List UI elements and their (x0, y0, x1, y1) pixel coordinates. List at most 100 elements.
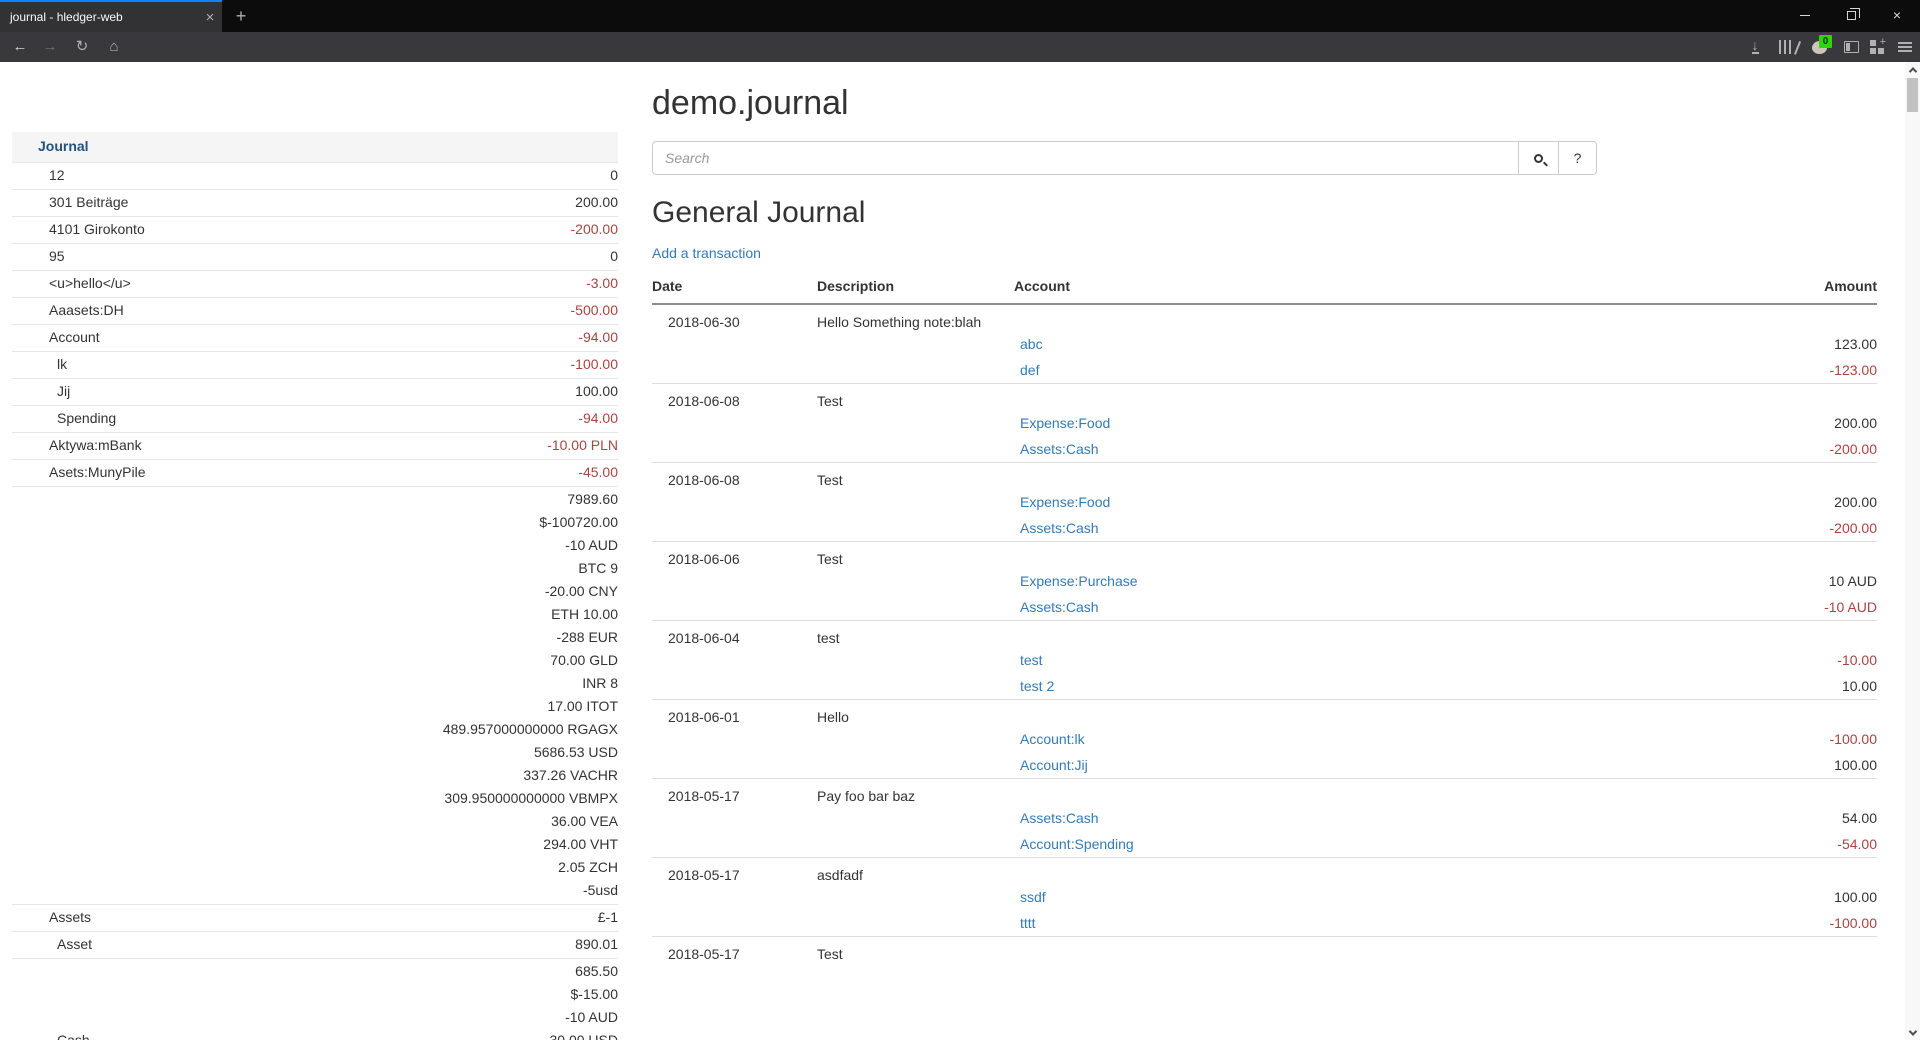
menu-button[interactable] (1890, 32, 1920, 62)
table-header-row: Date Description Account Amount (652, 272, 1877, 305)
forward-icon[interactable]: → (42, 38, 58, 55)
posting-account-link[interactable]: tttt (1020, 915, 1036, 931)
posting-account-link[interactable]: def (1020, 362, 1040, 378)
posting-account-link[interactable]: Account:lk (1020, 731, 1085, 747)
sidebar-account-row: Account -94.00 (12, 325, 618, 352)
posting-account-link[interactable]: ssdf (1020, 889, 1046, 905)
sidebar-account-row: Asets:MunyPile -45.00 (12, 460, 618, 487)
transaction-description: Test (817, 462, 1014, 489)
posting-account-link[interactable]: Expense:Food (1020, 494, 1111, 510)
column-header-date: Date (652, 272, 817, 305)
window-controls: × (1782, 0, 1920, 30)
posting-account-link[interactable]: test 2 (1020, 678, 1055, 694)
posting-amount: -200.00 (1829, 520, 1877, 536)
scroll-down-button[interactable] (1905, 1025, 1920, 1040)
sidebar-account-link[interactable]: 12 (49, 167, 65, 183)
posting-row: Assets:Cash 54.00 (652, 805, 1877, 831)
posting-account-link[interactable]: Assets:Cash (1020, 520, 1099, 536)
sidebar-account-row: Cash 685.50 $-15.00 -10 AUD -30.00 USD (12, 959, 618, 1040)
posting-account-link[interactable]: Account:Spending (1020, 836, 1134, 852)
transaction-row: 2018-05-17 Pay foo bar baz (652, 778, 1877, 805)
transaction-description: test (817, 620, 1014, 647)
transaction-date: 2018-06-30 (668, 314, 740, 330)
home-icon[interactable]: ⌂ (109, 38, 119, 55)
transaction-date: 2018-06-08 (652, 462, 817, 489)
sidebar-account-balance: 200.00 (575, 194, 618, 210)
library-button[interactable] (1772, 32, 1802, 62)
posting-row: Expense:Food 200.00 (652, 489, 1877, 515)
browser-titlebar: journal - hledger-web × + × (0, 0, 1920, 32)
sidebar-account-balance: 685.50 $-15.00 -10 AUD -30.00 USD (544, 963, 618, 1040)
posting-account-link[interactable]: abc (1020, 336, 1043, 352)
posting-account-link[interactable]: test (1020, 652, 1043, 668)
sidebar-account-link[interactable]: Aktywa:mBank (49, 437, 142, 453)
window-restore-button[interactable] (1828, 0, 1874, 30)
sidebar-account-row: Spending -94.00 (12, 406, 618, 433)
posting-row: abc 123.00 (652, 331, 1877, 357)
account-sidebar: Journal 12 0 301 Beiträge 200.00 4101 Giroko… (12, 132, 618, 1040)
window-minimize-button[interactable] (1782, 0, 1828, 30)
posting-account-link[interactable]: Assets:Cash (1020, 599, 1099, 615)
sidebar-account-balance: -10.00 PLN (547, 437, 618, 453)
hamburger-icon (1898, 40, 1912, 54)
sidebar-account-link[interactable]: Asets:MunyPile (49, 464, 146, 480)
posting-amount: 10 AUD (1828, 573, 1877, 589)
sidebar-account-row: 7989.60 $-100720.00 -10 AUD BTC 9 -20.00 CNY… (12, 487, 618, 905)
sidebar-account-balance: 0 (610, 167, 618, 183)
journal-search-button[interactable] (1519, 141, 1559, 175)
download-icon: ↓ (1751, 37, 1759, 54)
journal-search-input[interactable] (652, 141, 1519, 175)
sidebar-account-link[interactable]: Jij (57, 383, 71, 399)
sidebar-account-row: Aaasets:DH -500.00 (12, 298, 618, 325)
sidebar-account-link[interactable]: Aaasets:DH (49, 302, 124, 318)
posting-amount: 123.00 (1834, 336, 1877, 352)
posting-account-link[interactable]: Account:Jij (1020, 757, 1088, 773)
reload-icon[interactable]: ↻ (75, 38, 89, 55)
sidebar-account-row: Jij 100.00 (12, 379, 618, 406)
sidebar-toggle-button[interactable] (1836, 32, 1866, 62)
new-tab-button[interactable]: + (235, 6, 247, 26)
scroll-up-button[interactable] (1905, 62, 1920, 77)
extension-button[interactable]: 0 (1804, 32, 1834, 62)
transaction-description: Test (817, 541, 1014, 568)
sidebar-account-row: 4101 Girokonto -200.00 (12, 217, 618, 244)
browser-tab[interactable]: journal - hledger-web × (0, 0, 222, 32)
extension-badge: 0 (1819, 35, 1832, 48)
library-icon (1778, 40, 1801, 55)
page-title: demo.journal (652, 84, 849, 122)
sidebar-account-link[interactable]: <u>hello</u> (49, 275, 131, 291)
posting-account-link[interactable]: Expense:Food (1020, 415, 1111, 431)
page-scrollbar[interactable] (1905, 62, 1920, 1040)
posting-account-link[interactable]: Assets:Cash (1020, 441, 1099, 457)
posting-row: tttt -100.00 (652, 910, 1877, 937)
sidebar-account-link[interactable]: Account (49, 329, 100, 345)
tab-close-icon[interactable]: × (205, 8, 215, 26)
posting-row: Assets:Cash -200.00 (652, 436, 1877, 463)
sidebar-account-row: Aktywa:mBank -10.00 PLN (12, 433, 618, 460)
sidebar-account-link[interactable]: Cash (57, 1032, 90, 1040)
sidebar-account-link[interactable]: Asset (57, 936, 93, 952)
sidebar-journal-link[interactable]: Journal (38, 138, 89, 154)
sidebar-account-link[interactable]: 301 Beiträge (49, 194, 129, 210)
customize-button[interactable]: + (1862, 32, 1892, 62)
search-help-button[interactable]: ? (1559, 141, 1597, 175)
sidebar-account-link[interactable]: 95 (49, 248, 65, 264)
posting-account-link[interactable]: Expense:Purchase (1020, 573, 1138, 589)
sidebar-account-balance: -45.00 (578, 464, 618, 480)
window-close-button[interactable]: × (1892, 7, 1902, 23)
sidebar-account-link[interactable]: Spending (57, 410, 117, 426)
posting-account-link[interactable]: Assets:Cash (1020, 810, 1099, 826)
posting-amount: -54.00 (1837, 836, 1877, 852)
sidebar-account-balance: -100.00 (570, 356, 618, 372)
transaction-description: Test (817, 383, 1014, 410)
sidebar-icon (1843, 41, 1859, 53)
transactions-body: 2018-06-30 Hello Something note:blah abc 12… (652, 304, 1877, 963)
sidebar-account-link[interactable]: Assets (49, 909, 92, 925)
back-icon[interactable]: ← (12, 38, 28, 55)
sidebar-account-link[interactable]: 4101 Girokonto (49, 221, 145, 237)
add-transaction-link[interactable]: Add a transaction (652, 245, 761, 261)
posting-row: def -123.00 (652, 357, 1877, 384)
sidebar-account-link[interactable]: lk (57, 356, 68, 372)
downloads-button[interactable]: ↓ (1740, 32, 1770, 62)
scrollbar-thumb[interactable] (1907, 78, 1918, 112)
